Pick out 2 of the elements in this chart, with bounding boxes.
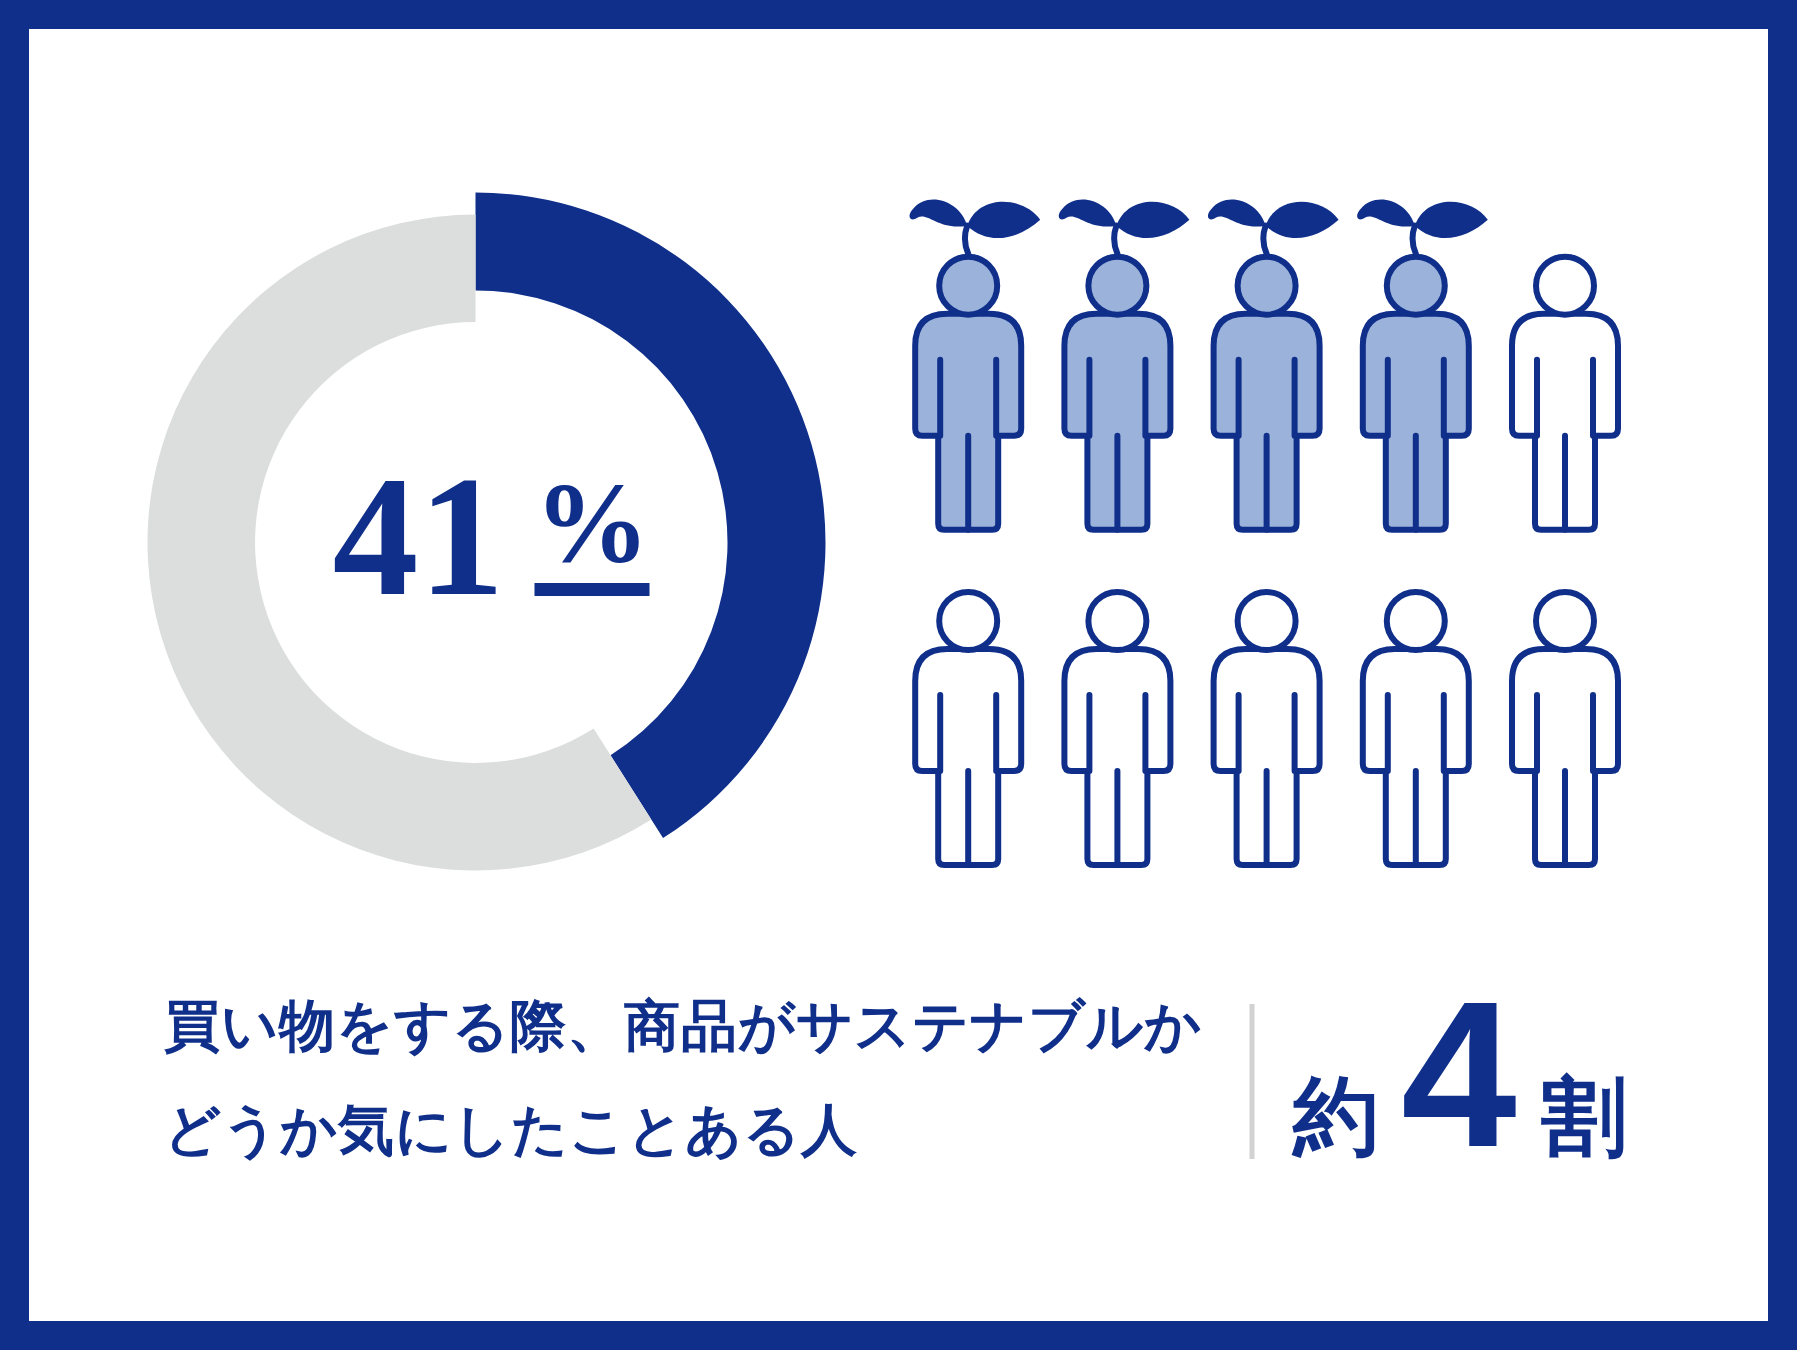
text: 買い物をする際、商品がサステナブルかどうか気にしたことある人 bbox=[164, 992, 1203, 1164]
data-label: 41% bbox=[332, 441, 650, 631]
